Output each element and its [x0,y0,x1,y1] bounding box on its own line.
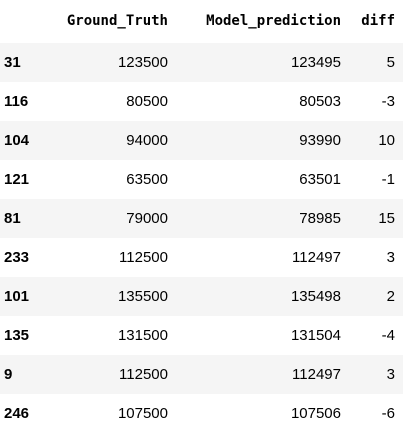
cell-ground-truth: 107500 [117,405,168,422]
cell-model-prediction: 63501 [299,171,341,188]
row-index: 81 [4,210,21,227]
column-header-model-prediction: Model_prediction [206,12,341,29]
table-body: 31 123500 123495 5 116 80500 80503 -3 104 94000 93… [0,43,403,433]
row-index: 116 [4,93,29,110]
cell-ground-truth: 94000 [126,132,168,149]
cell-model-prediction: 112497 [292,366,341,383]
cell-model-prediction: 80503 [299,93,341,110]
cell-diff: -3 [381,93,395,110]
table-row: 116 80500 80503 -3 [0,82,403,121]
row-index: 233 [4,249,30,266]
table-row: 233 112500 112497 3 [0,238,403,277]
cell-ground-truth: 135500 [117,288,168,305]
cell-ground-truth: 63500 [126,171,168,188]
table-row: 9 112500 112497 3 [0,355,403,394]
table-row: 104 94000 93990 10 [0,121,403,160]
cell-ground-truth: 131500 [117,327,168,344]
cell-model-prediction: 107506 [290,405,341,422]
row-index: 121 [4,171,30,188]
row-index: 101 [4,288,30,305]
column-header-ground-truth: Ground_Truth [66,12,168,29]
table-row: 31 123500 123495 5 [0,43,403,82]
cell-ground-truth: 123500 [117,54,168,71]
cell-diff: -6 [381,405,395,422]
row-index: 9 [4,366,13,383]
cell-diff: 15 [378,210,395,227]
row-index: 246 [4,405,30,422]
cell-ground-truth: 112500 [119,366,168,383]
cell-ground-truth: 80500 [126,93,168,110]
table-row: 135 131500 131504 -4 [0,316,403,355]
cell-ground-truth: 112500 [119,249,168,266]
header-row: Ground_Truth Model_prediction diff [0,0,403,43]
cell-model-prediction: 123495 [290,54,341,71]
cell-model-prediction: 131504 [290,327,341,344]
cell-model-prediction: 112497 [292,249,341,266]
table-row: 121 63500 63501 -1 [0,160,403,199]
row-index: 104 [4,132,30,149]
cell-model-prediction: 93990 [299,132,341,149]
cell-diff: 3 [386,249,395,266]
table-row: 101 135500 135498 2 [0,277,403,316]
cell-diff: -1 [381,171,395,188]
cell-model-prediction: 78985 [299,210,341,227]
cell-diff: 2 [386,288,395,305]
table-row: 81 79000 78985 15 [0,199,403,238]
cell-diff: 5 [386,54,395,71]
cell-ground-truth: 79000 [126,210,168,227]
row-index: 31 [4,54,21,71]
cell-model-prediction: 135498 [290,288,341,305]
table-row: 246 107500 107506 -6 [0,394,403,433]
column-header-diff: diff [361,12,395,29]
cell-diff: 10 [378,132,395,149]
index-column-header [0,0,44,43]
cell-diff: -4 [381,327,395,344]
cell-diff: 3 [386,366,395,383]
row-index: 135 [4,327,30,344]
